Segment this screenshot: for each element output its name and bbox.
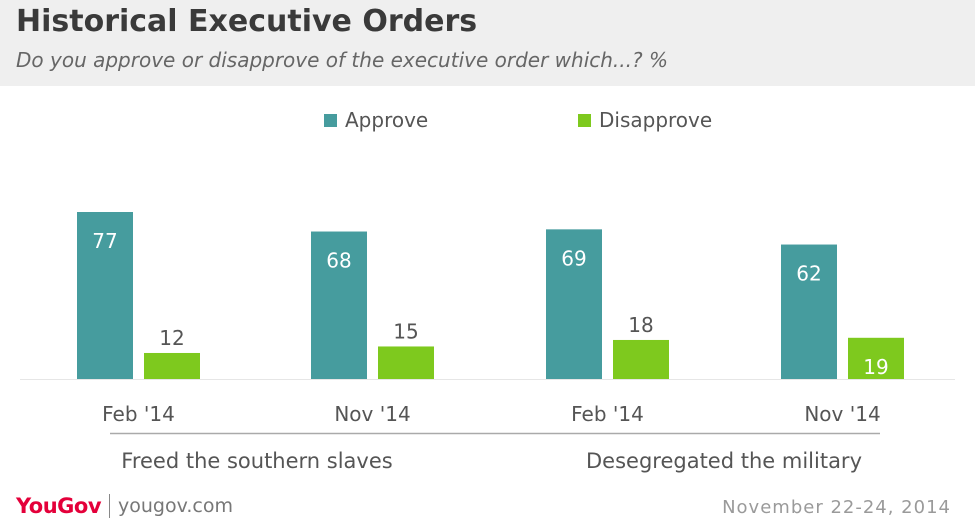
data-label-disapprove-3: 19	[863, 355, 888, 379]
data-label-disapprove-0: 12	[159, 326, 184, 350]
data-label-approve-1: 68	[326, 249, 351, 273]
bar-disapprove-2	[613, 339, 669, 379]
legend-item-disapprove: Disapprove	[578, 107, 712, 133]
x-tick-label-2: Feb '14	[571, 402, 644, 426]
legend-label-disapprove: Disapprove	[599, 108, 713, 132]
chart-title: Historical Executive Orders	[16, 4, 478, 39]
yougov-logo: YouGov	[16, 494, 102, 518]
chart-header: Historical Executive Orders Do you appro…	[0, 0, 975, 86]
data-label-approve-3: 62	[796, 262, 821, 286]
bar-disapprove-1	[378, 346, 434, 379]
logo-divider	[109, 494, 111, 518]
footer-date: November 22-24, 2014	[722, 497, 951, 518]
chart-subtitle: Do you approve or disapprove of the exec…	[16, 48, 668, 72]
bar-disapprove-3	[848, 337, 904, 379]
bar-approve-2	[546, 229, 602, 379]
data-label-disapprove-1: 15	[393, 319, 418, 343]
x-tick-label-3: Nov '14	[804, 402, 880, 426]
bar-approve-3	[781, 244, 837, 379]
x-tick-label-1: Nov '14	[334, 402, 410, 426]
legend-item-approve: Approve	[324, 107, 428, 133]
group-label-1: Desegregated the military	[586, 449, 862, 473]
legend-swatch-approve	[324, 113, 337, 127]
legend-label-approve: Approve	[345, 108, 429, 132]
data-label-approve-0: 77	[92, 229, 117, 253]
bar-disapprove-0	[144, 352, 200, 379]
data-label-approve-2: 69	[561, 246, 586, 270]
legend-swatch-disapprove	[578, 113, 591, 127]
footer-url: yougov.com	[118, 495, 233, 517]
bar-approve-0	[77, 212, 133, 379]
group-label-0: Freed the southern slaves	[121, 449, 392, 473]
footer-branding: YouGov yougov.com	[16, 494, 233, 518]
x-tick-label-0: Feb '14	[102, 402, 175, 426]
bar-approve-1	[311, 231, 367, 379]
data-label-disapprove-2: 18	[628, 313, 653, 337]
